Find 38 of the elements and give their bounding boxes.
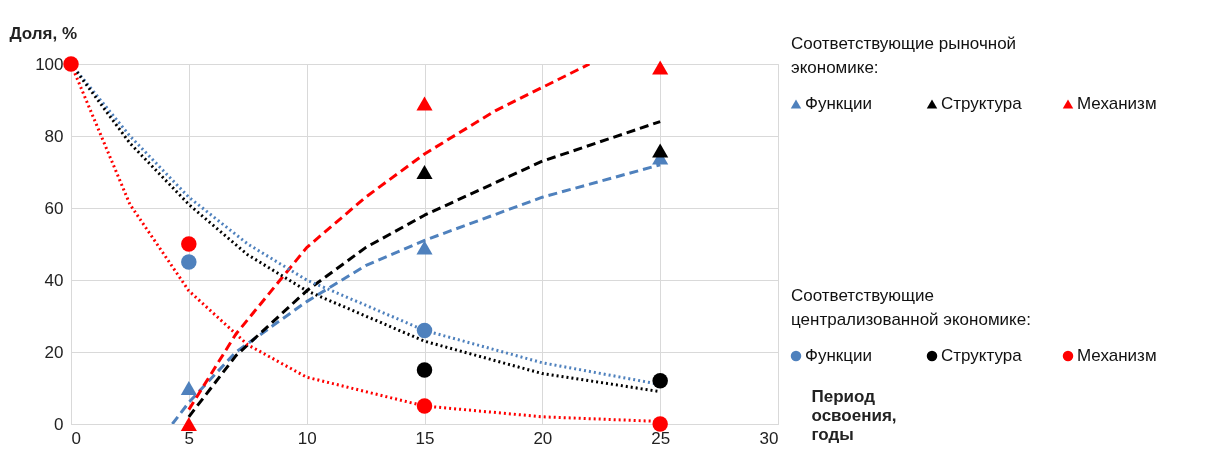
y-axis-title: Доля, % — [9, 23, 78, 43]
point — [652, 143, 669, 158]
point — [416, 165, 433, 179]
point — [416, 362, 433, 378]
point — [652, 60, 669, 75]
point — [416, 398, 433, 414]
x-tick-label: 25 — [651, 428, 671, 448]
point — [416, 96, 433, 111]
point — [652, 373, 668, 389]
legend-label: Механизм — [1077, 346, 1157, 365]
y-tick-label: 40 — [44, 270, 64, 290]
point — [181, 236, 197, 252]
text: Соответствующие централизованной экономике: — [791, 286, 1031, 329]
point — [180, 417, 197, 431]
x-tick-label: 30 — [759, 428, 779, 448]
y-tick-label: 20 — [44, 342, 64, 362]
point — [416, 240, 433, 255]
legend-label: Структура — [941, 94, 1023, 113]
x-tick-label: 10 — [297, 428, 317, 448]
point — [63, 56, 79, 72]
x-axis-title: Период освоения, годы — [811, 386, 897, 444]
legend-label: Функции — [805, 94, 872, 113]
y-tick-label: 100 — [35, 54, 64, 74]
point — [416, 322, 433, 339]
legend-label: Механизм — [1077, 94, 1157, 113]
point — [181, 254, 197, 270]
point — [180, 381, 197, 395]
point — [652, 416, 668, 432]
legend-label: Структура — [941, 346, 1023, 365]
legend-label: Функции — [805, 346, 872, 365]
x-tick-label: 15 — [415, 428, 435, 448]
y-tick-label: 80 — [44, 126, 64, 146]
x-tick-label: 20 — [533, 428, 553, 448]
y-tick-label: 0 — [54, 414, 64, 434]
x-tick-label: 5 — [184, 428, 195, 448]
y-tick-label: 60 — [44, 198, 64, 218]
text: Соответствующие рыночной экономике: — [791, 34, 1017, 77]
x-tick-label: 0 — [71, 428, 81, 448]
